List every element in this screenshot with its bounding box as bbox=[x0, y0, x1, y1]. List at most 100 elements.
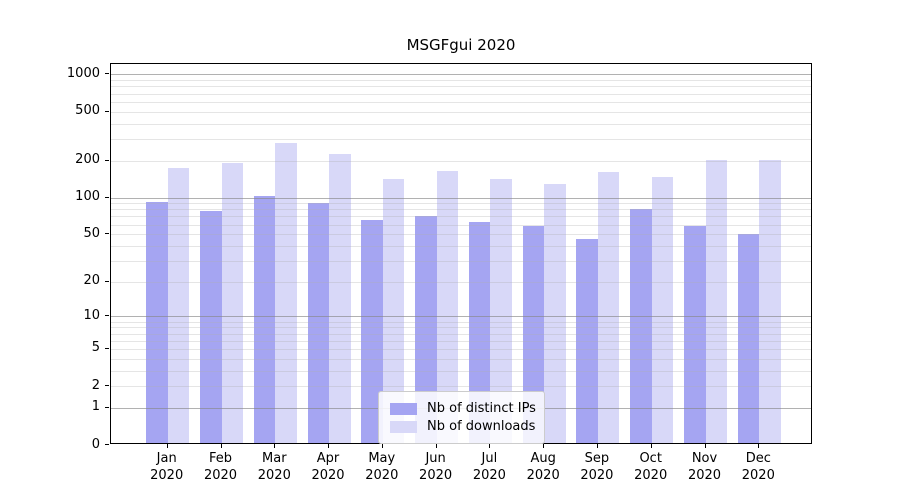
gridline-minor bbox=[111, 216, 811, 218]
bar-downloads-may bbox=[382, 179, 405, 443]
gridline-minor bbox=[111, 386, 811, 388]
x-tick-mark bbox=[328, 444, 329, 448]
gridline-minor bbox=[111, 101, 811, 103]
x-tick-label: Jul 2020 bbox=[472, 451, 506, 483]
chart-title: MSGFgui 2020 bbox=[406, 36, 516, 54]
y-tick-label: 2 bbox=[91, 377, 100, 393]
bar-downloads-feb bbox=[221, 163, 243, 443]
x-tick-label: Feb 2020 bbox=[203, 451, 238, 483]
x-tick-mark bbox=[596, 444, 598, 448]
bar-distinct-ips-feb bbox=[200, 210, 222, 443]
y-tick-mark bbox=[105, 385, 109, 387]
x-tick-mark bbox=[758, 444, 760, 448]
gridline-minor bbox=[111, 209, 811, 211]
x-tick-label: Jun 2020 bbox=[419, 451, 453, 483]
x-tick-label: Mar 2020 bbox=[257, 451, 291, 483]
gridline-minor bbox=[111, 321, 811, 323]
bar-downloads-nov bbox=[705, 159, 727, 443]
x-tick-label: Sep 2020 bbox=[580, 451, 614, 483]
y-tick-label: 1000 bbox=[66, 65, 100, 81]
plot-area bbox=[110, 63, 812, 444]
y-tick-mark bbox=[105, 347, 109, 349]
gridline-minor bbox=[111, 93, 811, 95]
bar-downloads-apr bbox=[329, 154, 351, 443]
gridline-minor bbox=[111, 160, 811, 162]
x-tick-label: Jan 2020 bbox=[150, 451, 184, 483]
gridline-minor bbox=[111, 245, 811, 247]
gridline-major bbox=[111, 197, 811, 199]
x-tick-label: May 2020 bbox=[365, 451, 399, 483]
gridline-minor bbox=[111, 86, 811, 88]
bar-downloads-sep bbox=[597, 171, 620, 443]
bar-distinct-ips-jan bbox=[146, 202, 168, 443]
y-tick-mark bbox=[105, 196, 109, 198]
legend: Nb of distinct IPs Nb of downloads bbox=[378, 391, 545, 444]
y-tick-mark bbox=[105, 280, 109, 282]
gridline-major bbox=[111, 74, 811, 76]
bar-downloads-oct bbox=[651, 176, 674, 443]
bar-distinct-ips-apr bbox=[307, 202, 329, 443]
x-tick-mark bbox=[704, 444, 706, 448]
bar-distinct-ips-aug bbox=[522, 226, 545, 443]
gridline-minor bbox=[111, 224, 811, 226]
bar-downloads-jan bbox=[167, 168, 190, 443]
bar-downloads-dec bbox=[759, 159, 781, 443]
x-tick-mark bbox=[650, 444, 652, 448]
x-tick-label: Dec 2020 bbox=[741, 451, 775, 483]
gridline-minor bbox=[111, 260, 811, 262]
legend-swatch-ips bbox=[390, 402, 417, 415]
bar-downloads-mar bbox=[275, 142, 297, 443]
bar-distinct-ips-oct bbox=[630, 208, 652, 443]
y-tick-label: 500 bbox=[75, 103, 100, 119]
y-tick-mark bbox=[105, 159, 109, 161]
gridline-minor bbox=[111, 234, 811, 236]
y-tick-label: 50 bbox=[83, 225, 100, 241]
legend-label-downloads: Nb of downloads bbox=[427, 419, 536, 434]
y-tick-label: 0 bbox=[91, 436, 100, 452]
x-tick-mark bbox=[543, 444, 545, 448]
x-tick-mark bbox=[166, 444, 168, 448]
x-tick-mark bbox=[220, 444, 222, 448]
y-tick-label: 5 bbox=[91, 340, 100, 356]
x-tick-mark bbox=[274, 444, 276, 448]
bar-distinct-ips-mar bbox=[253, 195, 276, 443]
x-tick-mark bbox=[435, 444, 437, 448]
x-tick-label: Oct 2020 bbox=[634, 451, 668, 483]
gridline-minor bbox=[111, 340, 811, 342]
gridline-minor bbox=[111, 80, 811, 82]
legend-label-ips: Nb of distinct IPs bbox=[427, 401, 536, 416]
bar-distinct-ips-jul bbox=[468, 221, 491, 443]
gridline-minor bbox=[111, 111, 811, 113]
y-tick-mark bbox=[105, 233, 109, 235]
bar-distinct-ips-may bbox=[361, 219, 383, 443]
bar-distinct-ips-jun bbox=[415, 215, 437, 443]
bar-downloads-jul bbox=[490, 179, 512, 443]
bar-distinct-ips-sep bbox=[576, 238, 598, 443]
gridline-minor bbox=[111, 281, 811, 283]
legend-swatch-downloads bbox=[390, 420, 417, 433]
y-tick-mark bbox=[105, 73, 109, 75]
y-tick-label: 200 bbox=[75, 152, 100, 168]
legend-item-downloads: Nb of downloads bbox=[390, 418, 536, 435]
y-tick-label: 20 bbox=[83, 273, 100, 289]
gridline-minor bbox=[111, 327, 811, 329]
gridline-minor bbox=[111, 138, 811, 140]
y-tick-mark bbox=[105, 315, 109, 317]
gridline-minor bbox=[111, 203, 811, 205]
gridline-minor bbox=[111, 123, 811, 125]
x-tick-mark bbox=[489, 444, 491, 448]
x-tick-label: Nov 2020 bbox=[687, 451, 722, 483]
y-tick-label: 1 bbox=[91, 399, 100, 415]
y-tick-mark bbox=[105, 110, 109, 112]
gridline-major bbox=[111, 316, 811, 318]
gridline-minor bbox=[111, 370, 811, 372]
legend-item-distinct-ips: Nb of distinct IPs bbox=[390, 400, 536, 417]
bar-downloads-aug bbox=[544, 184, 566, 443]
y-tick-mark bbox=[105, 406, 109, 408]
gridline-minor bbox=[111, 348, 811, 350]
y-tick-label: 100 bbox=[75, 189, 100, 204]
y-tick-label: 10 bbox=[83, 307, 100, 323]
gridline-minor bbox=[111, 333, 811, 335]
x-tick-mark bbox=[381, 444, 383, 448]
